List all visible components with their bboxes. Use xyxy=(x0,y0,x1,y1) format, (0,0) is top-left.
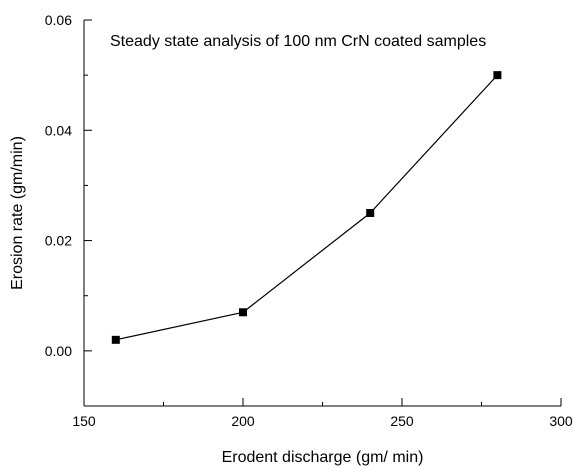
y-tick-label: 0.06 xyxy=(45,12,72,28)
y-axis-title: Erosion rate (gm/min) xyxy=(9,136,26,290)
y-tick-label: 0.02 xyxy=(45,233,72,249)
x-tick-label: 200 xyxy=(231,413,255,429)
chart-annotation: Steady state analysis of 100 nm CrN coat… xyxy=(110,33,486,50)
data-point-marker xyxy=(239,308,247,317)
x-tick-label: 150 xyxy=(72,413,96,429)
plot-area: 150 200 250 300 0.00 0.02 0.04 0.06 xyxy=(45,12,573,429)
data-point-marker xyxy=(493,71,502,80)
x-tick-label: 300 xyxy=(549,413,573,429)
series-line xyxy=(115,74,498,341)
x-tick-label: 250 xyxy=(390,413,414,429)
y-tick-label: 0.04 xyxy=(45,122,72,138)
data-point-marker xyxy=(366,209,375,217)
data-point-marker xyxy=(111,335,120,344)
y-tick-label: 0.00 xyxy=(45,343,72,359)
x-axis-title: Erodent discharge (gm/ min) xyxy=(222,449,424,466)
